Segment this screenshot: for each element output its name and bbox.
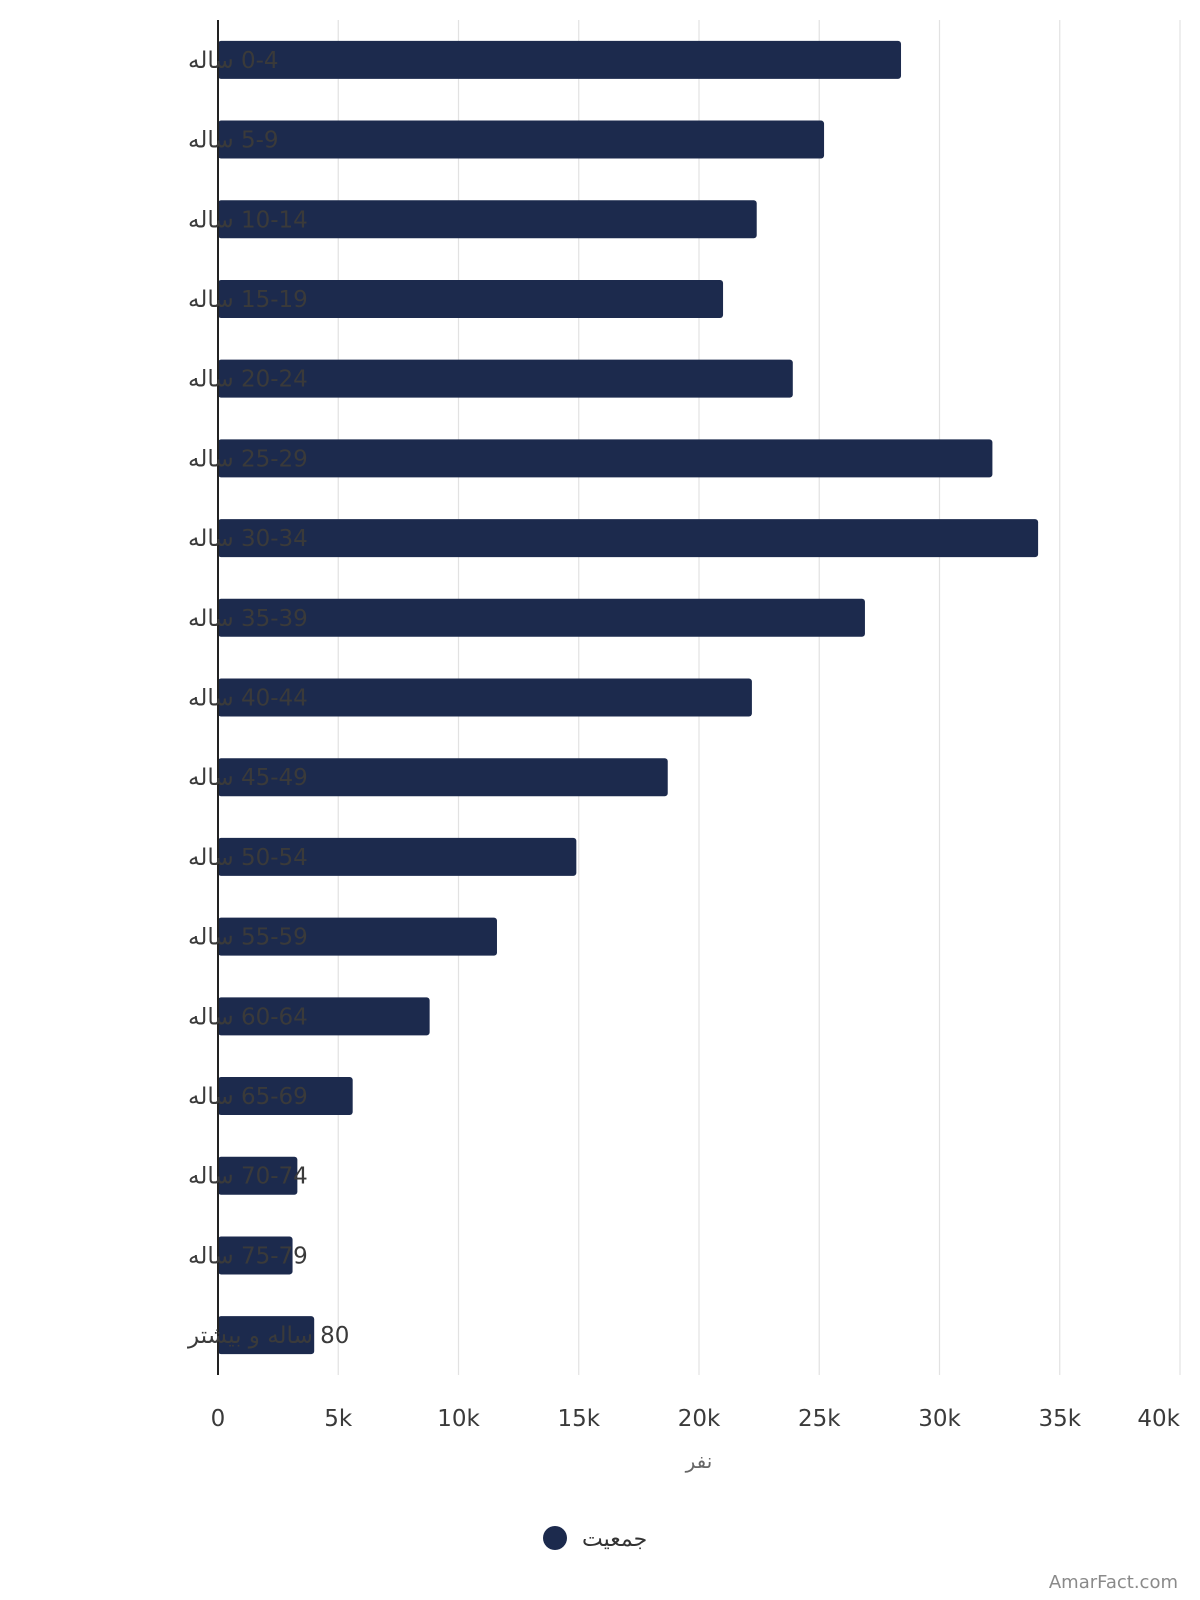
x-tick-label: 40k bbox=[1137, 1406, 1180, 1432]
bar[interactable] bbox=[218, 279, 724, 318]
x-tick-label: 5k bbox=[324, 1406, 353, 1432]
category-label: 80 ساله و بیشتر bbox=[187, 1323, 349, 1349]
x-tick-label: 15k bbox=[557, 1406, 600, 1432]
category-label: 0-4 ساله bbox=[188, 48, 279, 74]
x-tick-label: 25k bbox=[798, 1406, 841, 1432]
category-label: 75-79 ساله bbox=[188, 1243, 308, 1269]
x-axis-ticks: 0 5k 10k 15k 20k 25k 30k 35k 40k bbox=[211, 1406, 1181, 1432]
bar[interactable] bbox=[218, 1236, 293, 1275]
x-tick-label: 0 bbox=[211, 1406, 226, 1432]
x-tick-label: 20k bbox=[678, 1406, 721, 1432]
bar[interactable] bbox=[218, 439, 993, 478]
category-label: 10-14 ساله bbox=[188, 207, 308, 233]
bar[interactable] bbox=[218, 678, 752, 717]
x-tick-label: 30k bbox=[918, 1406, 961, 1432]
legend-label: جمعیت bbox=[582, 1527, 647, 1552]
x-tick-label: 10k bbox=[437, 1406, 480, 1432]
category-label: 65-69 ساله bbox=[188, 1084, 308, 1110]
category-label: 55-59 ساله bbox=[188, 925, 308, 951]
category-labels: 0-4 ساله 5-9 ساله 10-14 ساله 15-19 ساله 20-2… bbox=[187, 48, 349, 1349]
category-label: 60-64 ساله bbox=[188, 1004, 308, 1030]
bar[interactable] bbox=[218, 519, 1039, 558]
bar[interactable] bbox=[218, 837, 577, 876]
category-label: 50-54 ساله bbox=[188, 845, 308, 871]
bar[interactable] bbox=[218, 200, 757, 239]
x-tick-label: 35k bbox=[1038, 1406, 1081, 1432]
category-label: 5-9 ساله bbox=[188, 128, 279, 154]
watermark: AmarFact.com bbox=[1049, 1572, 1178, 1593]
category-label: 20-24 ساله bbox=[188, 367, 308, 393]
category-label: 40-44 ساله bbox=[188, 686, 308, 712]
legend-marker-icon bbox=[543, 1526, 567, 1550]
category-label: 30-34 ساله bbox=[188, 526, 308, 552]
bar[interactable] bbox=[218, 120, 825, 159]
bar[interactable] bbox=[218, 598, 865, 637]
x-axis-title: نفر bbox=[685, 1449, 713, 1473]
bar[interactable] bbox=[218, 359, 793, 398]
bar[interactable] bbox=[218, 40, 902, 79]
bar[interactable] bbox=[218, 997, 430, 1036]
category-label: 45-49 ساله bbox=[188, 765, 308, 791]
category-label: 15-19 ساله bbox=[188, 287, 308, 313]
bar[interactable] bbox=[218, 1077, 353, 1116]
bars bbox=[218, 40, 1039, 1355]
bar[interactable] bbox=[218, 1316, 315, 1355]
legend[interactable]: جمعیت bbox=[543, 1526, 647, 1552]
category-label: 70-74 ساله bbox=[188, 1164, 308, 1190]
category-label: 25-29 ساله bbox=[188, 446, 308, 472]
bar[interactable] bbox=[218, 917, 497, 956]
bar[interactable] bbox=[218, 758, 668, 797]
bar[interactable] bbox=[218, 1156, 298, 1195]
category-label: 35-39 ساله bbox=[188, 606, 308, 632]
